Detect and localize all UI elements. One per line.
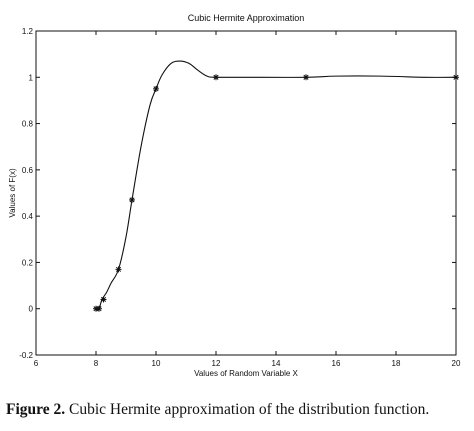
axis-ticks (35, 30, 457, 356)
x-tick-label: 16 (332, 359, 341, 368)
y-tick-label: 0 (29, 305, 34, 314)
plot-area-frame (35, 30, 457, 356)
caption-text: Cubic Hermite approximation of the distr… (65, 401, 430, 418)
y-tick-label: 0.4 (22, 212, 34, 221)
x-tick-labels: 6 8 10 12 14 16 18 20 (34, 359, 461, 368)
y-tick-label: -0.2 (19, 351, 33, 360)
y-tick-label: 0.8 (22, 120, 34, 129)
data-point-marker (213, 74, 219, 81)
data-markers (93, 74, 459, 312)
data-point-marker (303, 74, 309, 81)
y-axis-label: Values of F(x) (8, 168, 17, 218)
data-point-marker (153, 85, 159, 92)
x-tick-label: 14 (272, 359, 281, 368)
data-point-marker (129, 196, 135, 203)
caption-label: Figure 2. (6, 401, 66, 418)
data-point-marker (96, 305, 102, 312)
data-point-marker (453, 74, 459, 81)
y-tick-label: 0.6 (22, 166, 34, 175)
chart: 6 8 10 12 14 16 18 20 -0.2 0 0.2 0.4 0.6 0.8 1 1.2 Cub… (0, 0, 474, 400)
y-tick-label: 1 (29, 73, 34, 82)
data-point-marker (100, 296, 107, 303)
x-tick-label: 18 (392, 359, 401, 368)
x-tick-label: 20 (452, 359, 461, 368)
y-tick-label: 1.2 (22, 27, 34, 36)
y-tick-label: 0.2 (22, 258, 34, 267)
x-axis-label: Values of Random Variable X (194, 369, 298, 378)
chart-title: Cubic Hermite Approximation (188, 13, 305, 23)
y-tick-labels: -0.2 0 0.2 0.4 0.6 0.8 1 1.2 (19, 27, 33, 360)
x-tick-label: 12 (212, 359, 221, 368)
data-point-marker (115, 266, 122, 273)
x-tick-label: 6 (34, 359, 39, 368)
x-tick-label: 10 (152, 359, 161, 368)
series-curve (95, 60, 457, 310)
figure-caption: Figure 2. Cubic Hermite approximation of… (6, 401, 470, 431)
figure-background (0, 0, 474, 400)
x-tick-label: 8 (94, 359, 99, 368)
